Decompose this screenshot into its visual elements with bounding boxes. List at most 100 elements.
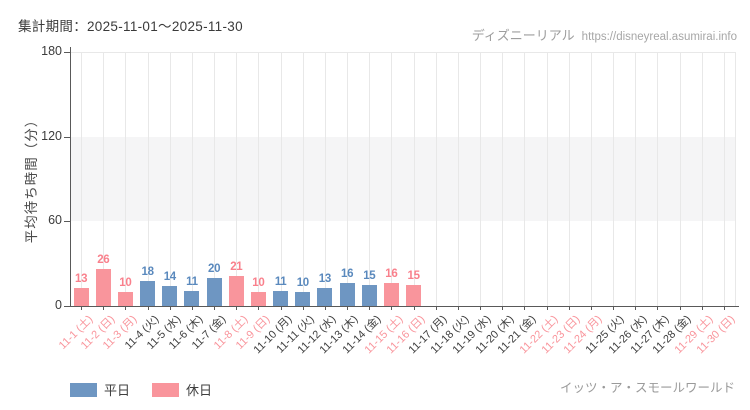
gridline-vertical [457,52,459,306]
x-tick [391,306,393,310]
x-tick [613,306,615,310]
chart-legend: 平日 休日 [70,380,212,399]
x-axis-line [70,306,739,307]
gridline-vertical [125,52,127,306]
bar-value-label: 15 [363,269,376,282]
gridline-vertical [480,52,482,306]
bar-11-2[interactable] [95,269,111,306]
bar-value-label: 26 [97,254,110,267]
gridline-vertical [280,52,282,306]
attraction-name: イッツ・ア・スモールワールド [559,381,735,395]
gridline-vertical [679,52,681,306]
bar-value-label: 18 [141,265,154,278]
x-tick [723,306,725,310]
bar-value-label: 15 [407,269,420,282]
y-tick [64,52,70,53]
bar-11-9[interactable] [250,291,266,306]
bar-11-14[interactable] [361,284,377,306]
site-url-link[interactable]: https://disneyreal.asumirai.info [581,31,737,43]
bar-11-5[interactable] [162,286,178,306]
gridline-vertical [169,52,171,306]
bar-11-8[interactable] [228,276,244,306]
bar-11-1[interactable] [73,287,89,306]
x-tick [81,306,83,310]
x-tick [214,306,216,310]
bar-11-15[interactable] [383,283,399,306]
gridline-vertical [613,52,615,306]
bar-11-13[interactable] [339,283,355,306]
gridline-vertical [236,52,238,306]
x-tick [413,306,415,310]
gridline-vertical [324,52,326,306]
gridline-vertical [413,52,415,306]
bar-11-4[interactable] [140,280,156,306]
bar-11-16[interactable] [406,284,422,306]
bar-value-label: 16 [340,268,354,281]
gridline-vertical [391,52,393,306]
gridline-vertical [147,52,149,306]
x-tick [657,306,659,310]
report-period-title: 集計期間：2025-11-01～2025-11-30 [18,19,243,34]
y-tick [64,306,70,307]
gridline-vertical [435,52,437,306]
x-tick [502,306,504,310]
x-tick [280,306,282,310]
bar-11-12[interactable] [317,287,333,306]
site-name: ディズニーリアル [471,28,575,43]
x-tick [302,306,304,310]
plot-right-border [735,52,736,306]
x-tick [480,306,482,310]
gridline-vertical [524,52,526,306]
y-tick-label: 0 [55,298,62,312]
x-tick [679,306,681,310]
legend-item-holiday[interactable]: 休日 [152,380,212,399]
bar-11-3[interactable] [117,291,133,306]
x-tick [546,306,548,310]
y-tick [64,136,70,138]
x-tick [457,306,459,310]
gridline-vertical [302,52,304,306]
x-tick [191,306,193,310]
x-tick [125,306,127,310]
x-tick [369,306,371,310]
gridline-vertical [81,52,83,306]
x-tick [236,306,238,310]
y-tick [64,221,70,223]
x-tick [590,306,592,310]
x-tick [324,306,326,310]
x-tick [568,306,570,310]
y-tick-label: 60 [48,213,62,228]
bar-value-label: 14 [163,271,177,284]
bar-11-11[interactable] [295,291,311,306]
gridline-180 [70,52,735,53]
gridline-vertical [568,52,570,306]
shaded-band-60-120 [70,136,735,222]
bar-value-label: 13 [318,272,332,285]
bar-value-label: 10 [119,276,132,289]
bar-value-label: 10 [296,276,310,289]
x-tick [635,306,637,310]
gridline-vertical [258,52,260,306]
bar-value-label: 20 [207,262,221,275]
x-tick [103,306,105,310]
legend-item-weekday[interactable]: 平日 [70,380,130,399]
gridline-vertical [347,52,349,306]
gridline-vertical [546,52,548,306]
gridline-vertical [502,52,504,306]
bar-11-6[interactable] [184,290,200,306]
x-tick [258,306,260,310]
gridline-vertical [214,52,216,306]
legend-label-holiday: 休日 [186,383,213,398]
bar-11-7[interactable] [206,277,222,306]
gridline-vertical [191,52,193,306]
holiday-color-swatch [152,382,180,397]
x-tick [169,306,171,310]
bar-value-label: 10 [252,276,265,289]
bar-11-10[interactable] [273,290,289,306]
gridline-vertical [369,52,371,306]
y-tick-label: 120 [41,128,62,143]
bar-value-label: 11 [274,275,287,288]
gridline-vertical [590,52,592,306]
bar-value-label: 11 [186,275,198,288]
